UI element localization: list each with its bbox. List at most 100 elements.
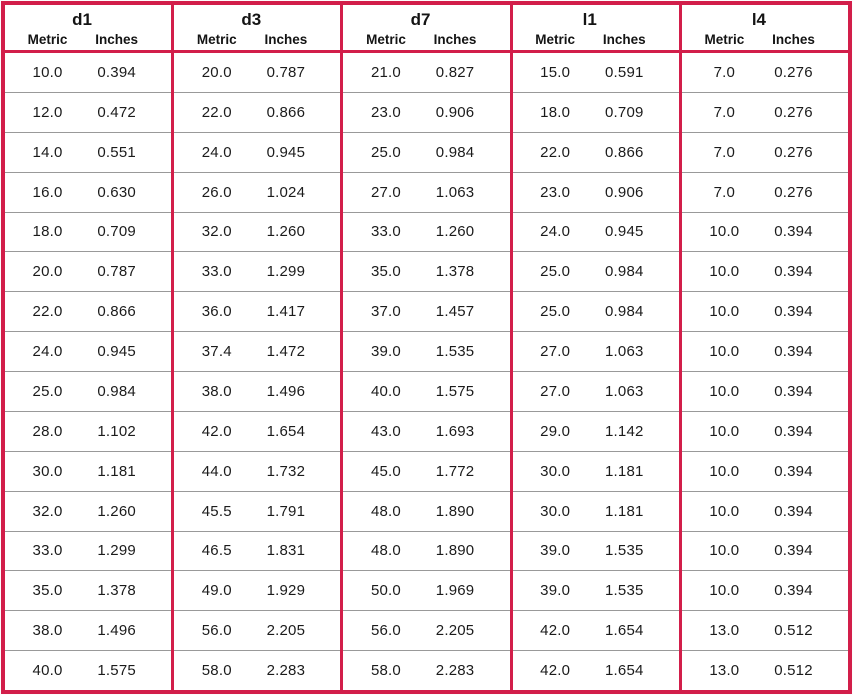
table-row: 37.0 1.457 bbox=[343, 291, 510, 331]
inches-cell: 1.575 bbox=[435, 382, 475, 400]
metric-cell: 22.0 bbox=[201, 103, 232, 121]
table-row: 10.0 0.394 bbox=[681, 211, 849, 252]
inches-cell: 0.394 bbox=[774, 582, 813, 600]
inches-cell: 0.945 bbox=[97, 343, 136, 361]
inches-cell: 0.709 bbox=[97, 223, 136, 241]
metric-cell: 42.0 bbox=[540, 622, 571, 640]
table-row: 28.0 1.102 bbox=[5, 410, 172, 451]
inches-cell: 0.512 bbox=[774, 622, 813, 640]
inches-cell: 0.984 bbox=[97, 382, 136, 400]
table-row: 10.0 0.394 bbox=[681, 530, 849, 571]
metric-cell: 21.0 bbox=[370, 63, 401, 81]
subheader-row: Metric Inches bbox=[351, 32, 489, 47]
metric-cell: 43.0 bbox=[370, 422, 401, 440]
table-row: 38.0 1.496 bbox=[174, 371, 341, 411]
metric-cell: 22.0 bbox=[540, 143, 571, 161]
inches-cell: 0.984 bbox=[605, 263, 644, 281]
inches-cell: 0.276 bbox=[774, 183, 813, 201]
metric-cell: 23.0 bbox=[540, 183, 571, 201]
group-rows: 21.0 0.827 23.0 0.906 25.0 0.984 27.0 1.063 33.0… bbox=[343, 53, 510, 690]
metric-cell: 10.0 bbox=[709, 343, 740, 361]
group-title: l1 bbox=[582, 10, 597, 29]
metric-cell: 30.0 bbox=[32, 462, 63, 480]
metric-column-header: Metric bbox=[704, 31, 745, 47]
table-row: 45.5 1.791 bbox=[174, 490, 341, 531]
table-row: 39.0 1.535 bbox=[343, 331, 510, 371]
metric-cell: 32.0 bbox=[32, 502, 63, 520]
group-rows: 7.0 0.276 7.0 0.276 7.0 0.276 7.0 0.276 10.0 0.39… bbox=[681, 53, 849, 690]
table-row: 10.0 0.394 bbox=[681, 251, 849, 291]
table-row: 56.0 2.205 bbox=[343, 610, 510, 650]
metric-column-header: Metric bbox=[535, 31, 576, 47]
inches-cell: 0.394 bbox=[774, 343, 813, 361]
inches-cell: 1.472 bbox=[266, 343, 306, 361]
inches-cell: 1.063 bbox=[435, 183, 475, 201]
table-row: 38.0 1.496 bbox=[5, 610, 172, 650]
inches-cell: 0.866 bbox=[605, 143, 644, 161]
table-row: 48.0 1.890 bbox=[343, 490, 510, 531]
table-row: 42.0 1.654 bbox=[512, 610, 679, 650]
inches-cell: 0.866 bbox=[97, 303, 136, 321]
table-row: 18.0 0.709 bbox=[5, 211, 172, 252]
inches-cell: 1.535 bbox=[605, 542, 644, 560]
inches-cell: 0.394 bbox=[97, 63, 136, 81]
inches-cell: 0.276 bbox=[774, 143, 813, 161]
inches-cell: 1.378 bbox=[97, 582, 136, 600]
table-row: 25.0 0.984 bbox=[512, 291, 679, 331]
inches-cell: 1.890 bbox=[435, 502, 475, 520]
inches-cell: 2.205 bbox=[266, 622, 306, 640]
column-group-l1: l1 Metric Inches 15.0 0.591 18.0 0.709 22.0 0.86… bbox=[509, 5, 679, 690]
table-row: 10.0 0.394 bbox=[5, 53, 171, 92]
table-row: 56.0 2.205 bbox=[174, 610, 341, 650]
table-row: 48.0 1.890 bbox=[343, 530, 510, 571]
inches-cell: 0.630 bbox=[97, 183, 136, 201]
inches-cell: 0.591 bbox=[605, 63, 644, 81]
inches-cell: 1.260 bbox=[435, 223, 475, 241]
table-row: 20.0 0.787 bbox=[5, 251, 172, 291]
table-row: 25.0 0.984 bbox=[5, 371, 172, 411]
metric-cell: 25.0 bbox=[540, 263, 571, 281]
metric-cell: 14.0 bbox=[32, 143, 63, 161]
table-row: 50.0 1.969 bbox=[343, 570, 510, 610]
inches-cell: 1.732 bbox=[266, 462, 306, 480]
inches-cell: 1.791 bbox=[266, 502, 306, 520]
group-header: d7 Metric Inches bbox=[343, 5, 510, 53]
metric-cell: 39.0 bbox=[370, 343, 401, 361]
metric-cell: 24.0 bbox=[540, 223, 571, 241]
inches-cell: 2.283 bbox=[435, 662, 475, 680]
inches-column-header: Inches bbox=[95, 31, 139, 47]
table-row: 24.0 0.945 bbox=[174, 131, 341, 172]
inches-cell: 0.394 bbox=[774, 462, 813, 480]
inches-cell: 1.654 bbox=[266, 422, 306, 440]
inches-cell: 1.378 bbox=[435, 263, 475, 281]
table-row: 10.0 0.394 bbox=[681, 410, 849, 451]
table-row: 45.0 1.772 bbox=[343, 450, 510, 491]
inches-cell: 0.276 bbox=[774, 63, 813, 81]
inches-cell: 0.866 bbox=[266, 103, 306, 121]
table-row: 23.0 0.906 bbox=[512, 171, 679, 212]
inches-cell: 1.496 bbox=[266, 382, 306, 400]
table-row: 25.0 0.984 bbox=[343, 131, 510, 172]
table-row: 30.0 1.181 bbox=[512, 490, 679, 531]
table-row: 30.0 1.181 bbox=[5, 450, 172, 491]
metric-cell: 13.0 bbox=[709, 662, 740, 680]
table-row: 10.0 0.394 bbox=[681, 331, 849, 371]
metric-cell: 44.0 bbox=[201, 462, 232, 480]
group-title: l4 bbox=[751, 10, 766, 29]
table-row: 23.0 0.906 bbox=[343, 91, 510, 132]
group-title: d3 bbox=[241, 10, 262, 29]
table-row: 42.0 1.654 bbox=[512, 650, 679, 690]
metric-cell: 38.0 bbox=[201, 382, 232, 400]
inches-cell: 1.181 bbox=[605, 502, 644, 520]
inches-cell: 1.654 bbox=[605, 622, 644, 640]
table-row: 27.0 1.063 bbox=[512, 371, 679, 411]
metric-cell: 42.0 bbox=[540, 662, 571, 680]
inches-cell: 0.945 bbox=[266, 143, 306, 161]
metric-cell: 40.0 bbox=[32, 662, 63, 680]
metric-cell: 56.0 bbox=[370, 622, 401, 640]
metric-cell: 10.0 bbox=[709, 542, 740, 560]
table-row: 10.0 0.394 bbox=[681, 371, 849, 411]
table-row: 26.0 1.024 bbox=[174, 171, 341, 212]
table-row: 21.0 0.827 bbox=[343, 53, 509, 92]
